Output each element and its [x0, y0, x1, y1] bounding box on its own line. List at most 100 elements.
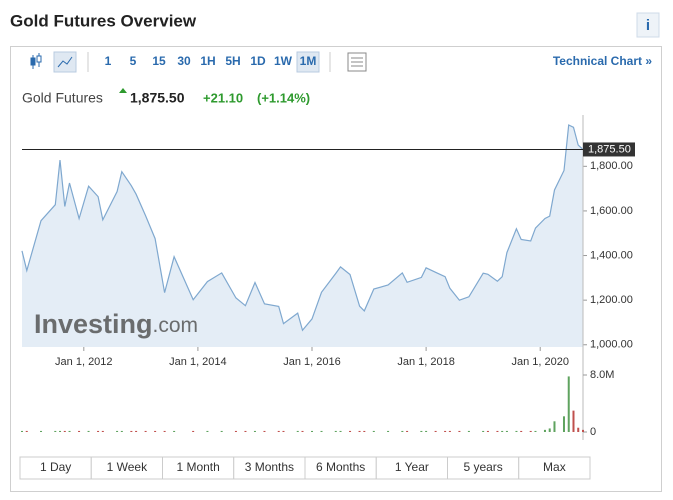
range-label[interactable]: 1 Week: [107, 460, 148, 474]
volume-bar: [349, 430, 352, 432]
line-icon: [57, 56, 73, 68]
last-price-label: 1,875.50: [588, 143, 631, 155]
y2-tick-label: 8.0M: [590, 369, 614, 381]
volume-bar: [572, 410, 575, 432]
interval-button[interactable]: 5: [130, 54, 137, 68]
volume-bar: [434, 430, 437, 432]
volume-bar: [87, 430, 90, 432]
volume-bar: [496, 430, 499, 432]
interval-button[interactable]: 1W: [274, 54, 293, 68]
volume-bar: [206, 430, 209, 432]
quote-name: Gold Futures: [22, 90, 103, 106]
range-label[interactable]: 6 Months: [316, 460, 365, 474]
watermark: Investing.com: [34, 309, 198, 339]
range-label[interactable]: 3 Months: [245, 460, 294, 474]
volume-bar: [311, 430, 314, 432]
volume-bar: [543, 429, 546, 432]
volume-bar: [482, 430, 485, 432]
volume-bar: [425, 430, 428, 432]
volume-bar: [334, 430, 337, 432]
volume-bar: [282, 430, 285, 432]
volume-bar: [192, 430, 195, 432]
interval-button[interactable]: 1D: [250, 54, 266, 68]
volume-bar: [78, 430, 81, 432]
x-tick-label: Jan 1, 2020: [511, 356, 569, 368]
area: [22, 125, 583, 347]
volume-bar: [582, 429, 584, 432]
x-tick-label: Jan 1, 2014: [169, 356, 227, 368]
x-tick-label: Jan 1, 2016: [283, 356, 341, 368]
quote-change-pct: (+1.14%): [257, 90, 310, 105]
volume-bar: [534, 430, 537, 432]
volume-bar: [173, 430, 176, 432]
y-tick-label: 1,000.00: [590, 339, 633, 351]
interval-button[interactable]: 1: [105, 54, 112, 68]
volume-bar: [163, 430, 166, 432]
volume-bar: [467, 430, 470, 432]
y-tick-label: 1,800.00: [590, 160, 633, 172]
volume-bar: [296, 430, 299, 432]
volume-bar: [448, 430, 451, 432]
volume-bar: [120, 430, 123, 432]
volume-bar: [54, 430, 57, 432]
candle-icon[interactable]: [30, 53, 42, 69]
volume-bar: [562, 416, 565, 432]
y-tick-label: 1,400.00: [590, 249, 633, 261]
interval-button[interactable]: 5H: [225, 54, 240, 68]
volume-bar: [339, 430, 342, 432]
technical-chart-link[interactable]: Technical Chart »: [553, 54, 652, 68]
volume-bar: [553, 421, 556, 432]
volume-bar: [97, 430, 100, 432]
volume-bar: [263, 430, 266, 432]
range-button[interactable]: [518, 456, 591, 480]
last-price-box: [583, 142, 635, 157]
volume-bar: [567, 376, 570, 432]
volume-bar: [458, 430, 461, 432]
volume-bar: [520, 430, 523, 432]
interval-button[interactable]: 30: [177, 54, 191, 68]
watermark-part: Investing: [34, 309, 153, 339]
volume-bar: [387, 430, 390, 432]
volume-bar: [372, 430, 375, 432]
volume-bar: [277, 430, 280, 432]
volume-bar: [135, 430, 138, 432]
y-tick-label: 1,600.00: [590, 205, 633, 217]
quote-last: 1,875.50: [130, 90, 185, 106]
volume-bar: [59, 430, 62, 432]
y-tick-label: 1,200.00: [590, 294, 633, 306]
range-label[interactable]: 1 Month: [176, 460, 219, 474]
volume-bar: [501, 430, 504, 432]
interval-button[interactable]: 1H: [200, 54, 215, 68]
volume-bar: [363, 430, 366, 432]
volume-bar: [444, 430, 447, 432]
range-label[interactable]: 1 Day: [40, 460, 71, 474]
volume-bar: [220, 430, 223, 432]
range-label[interactable]: Max: [543, 460, 566, 474]
volume-bar: [253, 430, 256, 432]
volume-bar: [505, 430, 508, 432]
info-icon[interactable]: i: [646, 17, 650, 34]
watermark-part: .com: [153, 314, 199, 337]
interval-button[interactable]: 15: [152, 54, 166, 68]
range-label[interactable]: 5 years: [463, 460, 502, 474]
info-button[interactable]: [636, 12, 660, 38]
volume-bar: [548, 428, 551, 432]
volume-bar: [21, 430, 23, 432]
volume-bar: [420, 430, 423, 432]
range-label[interactable]: 1 Year: [395, 460, 429, 474]
y2-tick-label: 0: [590, 426, 596, 438]
volume-bar: [401, 430, 404, 432]
title: Gold Futures Overview: [10, 11, 197, 30]
interval-active[interactable]: [296, 51, 320, 73]
volume-bar: [234, 430, 237, 432]
x-tick-label: Jan 1, 2012: [55, 356, 113, 368]
interval-button[interactable]: 1M: [300, 54, 317, 68]
volume-bar: [406, 430, 409, 432]
volume-bar: [486, 430, 489, 432]
volume-bar: [63, 430, 66, 432]
volume-bar: [529, 430, 532, 432]
volume-bar: [320, 430, 323, 432]
volume-bar: [101, 430, 104, 432]
